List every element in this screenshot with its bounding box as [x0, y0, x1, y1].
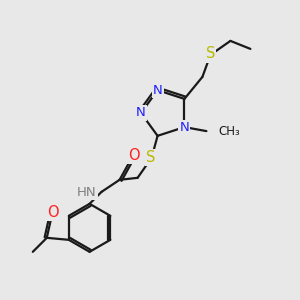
Text: S: S: [206, 46, 215, 62]
Text: HN: HN: [77, 186, 97, 199]
Text: N: N: [153, 84, 163, 97]
Text: O: O: [47, 205, 58, 220]
Text: CH₃: CH₃: [218, 124, 240, 138]
Text: O: O: [128, 148, 140, 163]
Text: S: S: [146, 150, 155, 165]
Text: N: N: [179, 121, 189, 134]
Text: N: N: [136, 106, 146, 119]
